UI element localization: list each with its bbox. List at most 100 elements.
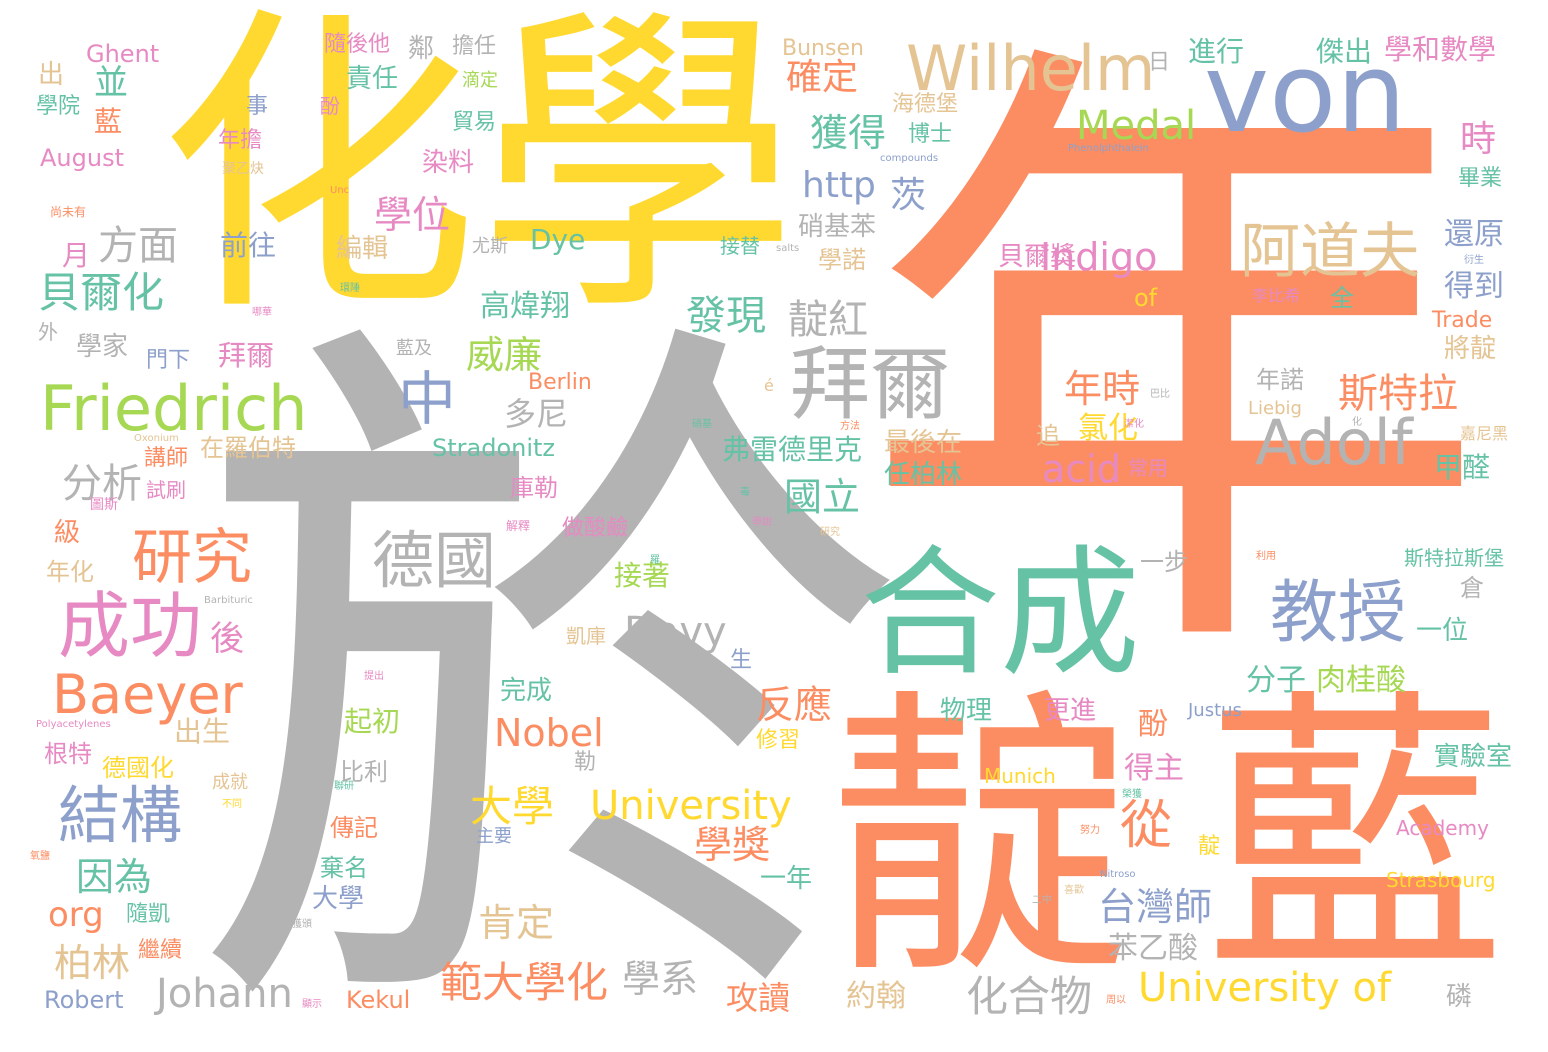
word: 貝爾化 [38,268,165,317]
word: 生 [730,648,753,673]
word: 從 [1120,796,1173,856]
word: 於 [190,269,910,1052]
word: 接替 [720,234,760,258]
word: 磷 [1446,982,1473,1012]
word: 年時 [1064,367,1141,411]
word: 貝爾獎 [998,242,1077,272]
word: Adolf [1255,406,1413,479]
word: 結構 [58,779,183,852]
word: Liebig [1248,398,1302,419]
word: Davy [624,609,727,655]
word: 博士 [908,122,953,147]
word: 化合物 [966,972,1093,1021]
word: Nobel [494,711,604,755]
word: 解釋 [506,519,531,533]
word: 巴比 [1150,389,1170,400]
word: acid [1042,447,1121,491]
word: é [764,376,774,395]
word: Munich [984,764,1056,788]
word: 尚未有 [50,205,87,219]
word: compounds [880,153,939,164]
word: 年擔 [218,128,263,153]
word: 高煒翔 [480,289,570,324]
word: 確定 [786,57,859,98]
word: Medal [1076,103,1197,149]
word: 最後在 [884,428,963,458]
word: 努力 [1080,825,1100,836]
word: 拜爾 [218,339,275,372]
word: Barbituric [204,595,253,606]
word: 棄名 [320,854,368,882]
word: 年 [860,0,1490,730]
word: 獲得 [810,111,887,155]
word: 起初 [344,705,401,738]
word: Academy [1396,816,1489,840]
word: 嘉尼黑 [1460,424,1509,443]
word: 學和數學 [1384,33,1497,66]
word: 氯化 [1078,411,1138,446]
word: 柏林 [54,941,131,985]
word: 多尼 [504,395,569,433]
word: 隨凱 [126,902,171,927]
word: 攻讀 [726,979,791,1017]
word: 海德堡 [892,92,959,117]
word: 實驗室 [1434,742,1513,772]
word: 聯研 [334,781,354,792]
word: 出 [38,60,65,90]
word: 拜爾 [790,338,950,431]
word: 貿易 [452,110,497,135]
word: 李比希 [1252,286,1301,305]
word: 肯定 [478,901,555,945]
word: 年化 [46,558,94,586]
word: 藍及 [396,338,432,359]
word: Robert [44,986,124,1014]
word: 靛 [830,665,1130,1014]
word: 學諾 [818,246,866,274]
word: von [1204,29,1407,157]
word: 畢業 [1458,166,1503,191]
word: 根特 [44,740,92,768]
word: 編輯 [336,234,389,264]
word: 將靛 [1444,334,1497,364]
word: 年諾 [1256,366,1304,394]
word: 講師 [144,446,189,471]
word: 學說 [752,517,772,528]
word: 化 [1352,417,1362,428]
word: Unc [330,185,350,196]
word: 成就 [212,772,248,793]
word: Berlin [528,370,592,395]
word: http [802,165,876,206]
word: 三 [800,546,827,576]
word: 成功 [58,584,203,668]
word: Johann [156,971,293,1017]
word: 學家 [76,332,129,362]
word: 二中 [1032,895,1052,906]
word: 染料 [422,148,475,178]
word: 藍 [94,105,123,138]
word: 化學 [158,0,798,354]
word: 試刷 [146,478,186,502]
word: 出生 [174,715,231,748]
word: 不同 [222,799,242,810]
word: 利用 [1256,551,1276,562]
word: Wilhelm [906,32,1156,105]
word: 環陲 [340,283,360,294]
word: 研究 [132,523,252,593]
word: 勒 [574,750,597,775]
word: Dye [530,223,586,256]
word: 榮獲 [1122,789,1142,800]
word: 學位 [374,193,451,237]
word: 分析 [62,461,142,507]
word: 阿道夫 [1240,217,1420,287]
word: 常用 [1128,456,1168,480]
word: Strasbourg [1386,868,1496,892]
word: 分子 [1246,663,1306,698]
word: 提出 [364,671,384,682]
word: Friedrich [40,372,308,445]
word: 範大學化 [440,958,609,1007]
word: 做酸鹼 [562,516,629,541]
word: 發現 [686,293,766,339]
word: 凱庫 [566,624,606,648]
word: 斯特拉斯堡 [1404,546,1504,570]
